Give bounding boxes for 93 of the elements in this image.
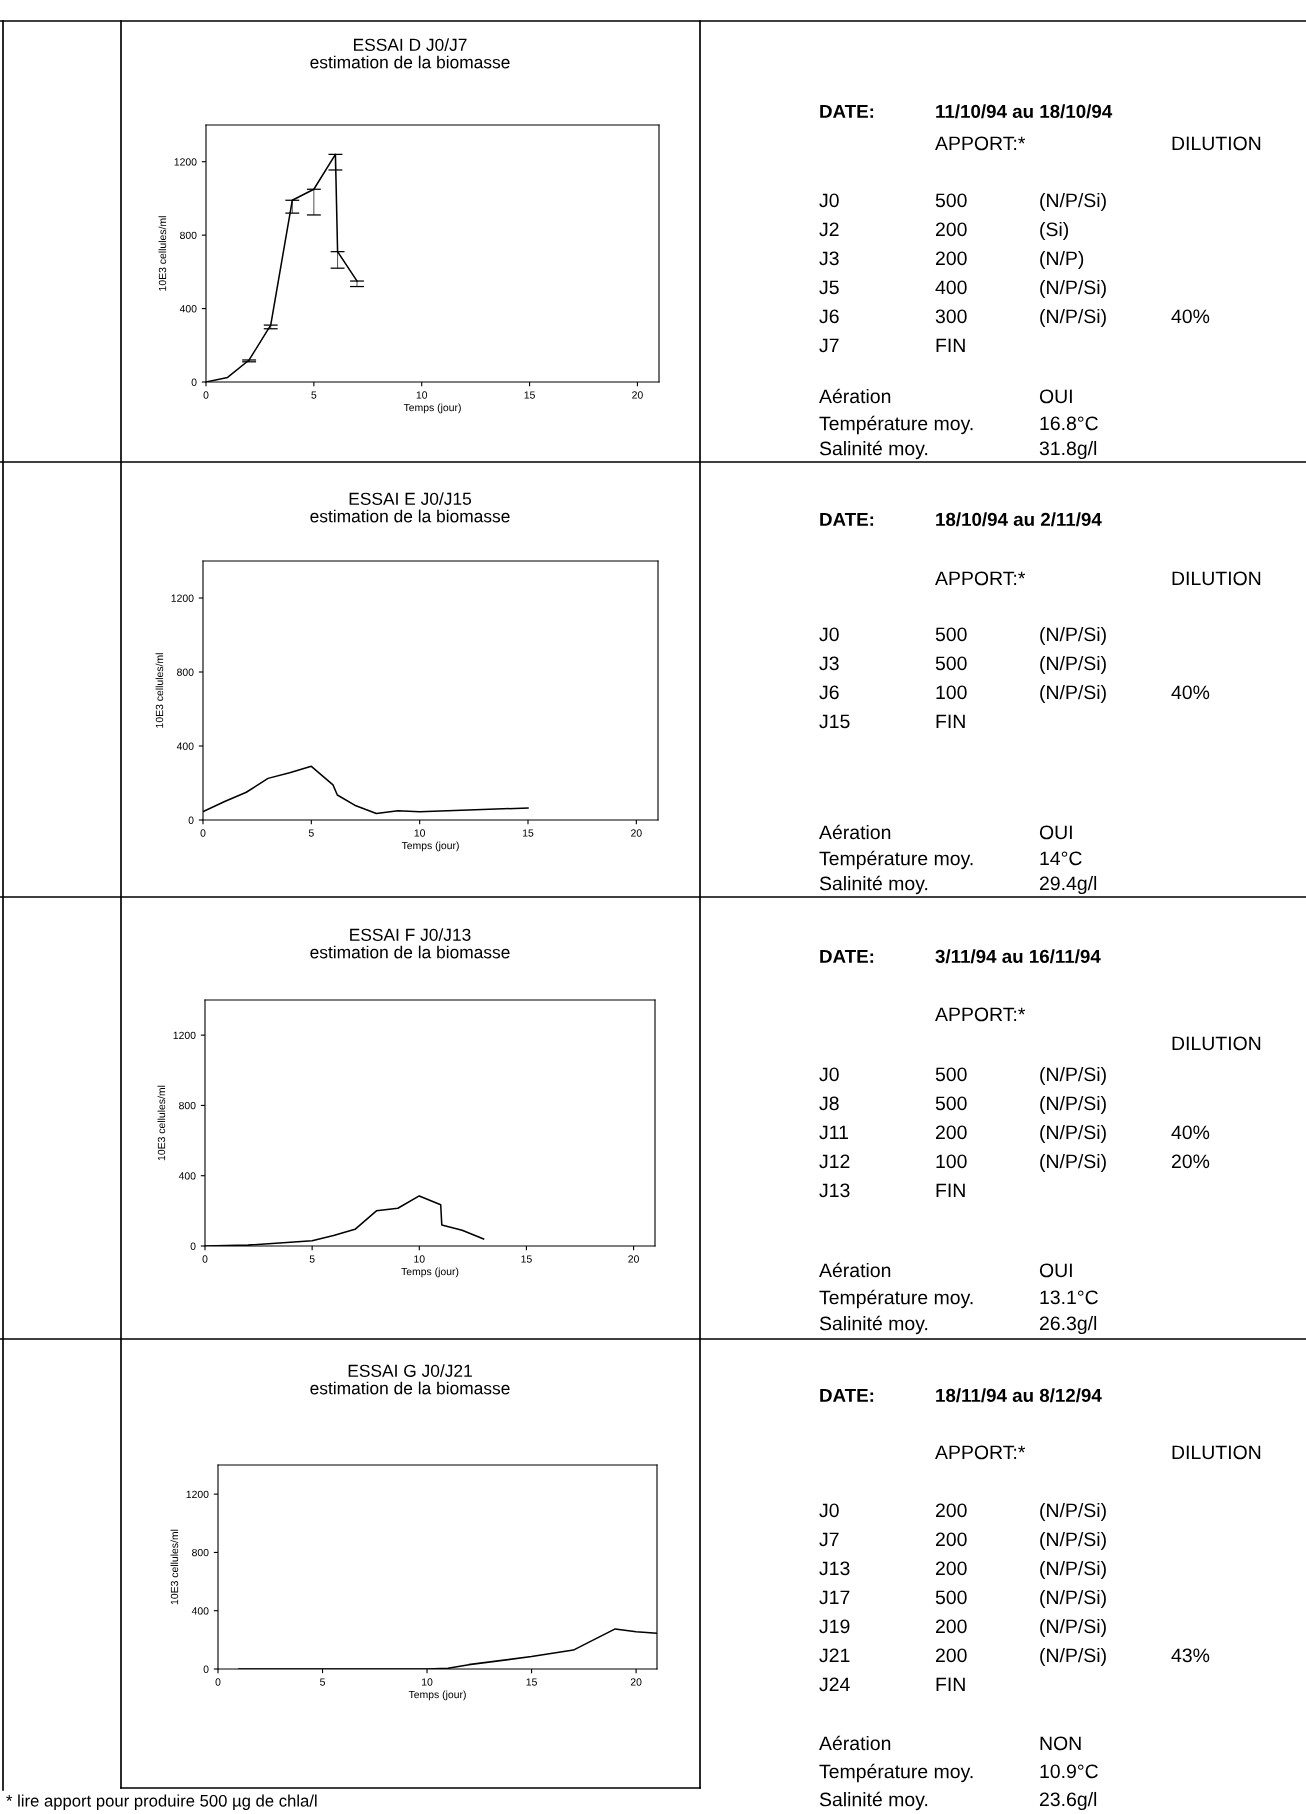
chart-title: ESSAI E J0/J15 estimation de la biomasse xyxy=(310,492,510,523)
y-tick-label: 0 xyxy=(188,816,194,824)
text: DATE: xyxy=(820,949,874,963)
text: J15 FIN xyxy=(819,714,965,729)
text: DATE: xyxy=(820,1388,874,1402)
text: Salinité moy. 26.3g/l xyxy=(819,1315,1097,1335)
text: Aération OUI xyxy=(819,388,1072,404)
x-tick-label: 0 xyxy=(215,1678,221,1686)
x-axis-title: Temps (jour) xyxy=(403,403,461,414)
text: Salinité moy. 23.6g/l xyxy=(819,1791,1097,1811)
y-tick-label: 400 xyxy=(176,742,194,750)
y-tick-label: 0 xyxy=(191,378,197,386)
text: APPORT:* xyxy=(935,1007,1026,1022)
x-axis-title: Temps (jour) xyxy=(401,841,459,852)
y-tick-label: 800 xyxy=(179,1101,196,1110)
x-tick-label: 15 xyxy=(521,1255,532,1263)
text: Salinité moy. 31.8g/l xyxy=(819,440,1097,460)
text: DATE: xyxy=(820,104,874,118)
x-axis-title: Temps (jour) xyxy=(401,1267,459,1278)
text: APPORT:* DILUTION xyxy=(935,136,1261,151)
x-tick-label: 10 xyxy=(414,829,426,837)
text: J24 FIN xyxy=(819,1677,965,1692)
x-tick-label: 20 xyxy=(628,1255,639,1263)
text: J2 200 (Si) xyxy=(819,221,1069,241)
text: DILUTION xyxy=(1172,1036,1261,1051)
text: 3/11/94 au 16/11/94 xyxy=(935,949,1101,964)
x-tick-label: 10 xyxy=(422,1678,433,1686)
text: Aération OUI xyxy=(819,1262,1072,1278)
text: J6 100 (N/P/Si) 40% xyxy=(819,684,1210,704)
text: J0 500 (N/P/Si) xyxy=(819,192,1106,212)
text: J3 200 (N/P) xyxy=(819,250,1084,270)
chart-title: ESSAI G J0/J21 estimation de la biomasse xyxy=(310,1364,510,1395)
x-tick-label: 5 xyxy=(320,1678,325,1686)
text: J0 200 (N/P/Si) xyxy=(819,1502,1106,1522)
text: J17 500 (N/P/Si) xyxy=(819,1589,1106,1609)
text: J7 FIN xyxy=(819,338,965,353)
text: J19 200 (N/P/Si) xyxy=(819,1618,1106,1638)
text: J13 FIN xyxy=(819,1183,965,1198)
text: DATE: xyxy=(820,512,874,526)
text: 11/10/94 au 18/10/94 xyxy=(936,104,1113,119)
y-tick-label: 400 xyxy=(191,1607,209,1615)
y-tick-label: 1200 xyxy=(171,594,194,602)
text: J0 500 (N/P/Si) xyxy=(819,626,1106,646)
x-tick-label: 15 xyxy=(526,1678,537,1686)
x-tick-label: 15 xyxy=(523,829,534,837)
text: 18/10/94 au 2/11/94 xyxy=(936,512,1102,527)
x-tick-label: 10 xyxy=(416,391,428,399)
text: Aération OUI xyxy=(819,824,1072,840)
x-axis-title: Temps (jour) xyxy=(408,1690,466,1701)
text: 18/11/94 au 8/12/94 xyxy=(936,1388,1102,1403)
text: J3 500 (N/P/Si) xyxy=(819,655,1106,675)
y-tick-label: 1200 xyxy=(174,158,197,166)
y-tick-label: 800 xyxy=(180,231,197,240)
text: Aération NON xyxy=(819,1735,1081,1751)
text: J11 200 (N/P/Si) 40% xyxy=(819,1124,1210,1144)
y-axis-title: 10E3 cellules/ml xyxy=(157,1085,166,1161)
y-axis-title: 10E3 cellules/ml xyxy=(155,653,164,728)
x-tick-label: 5 xyxy=(308,829,314,837)
x-tick-label: 15 xyxy=(524,391,535,399)
chart-title: ESSAI D J0/J7 estimation de la biomasse xyxy=(310,38,510,69)
text: J13 200 (N/P/Si) xyxy=(819,1560,1106,1580)
text: J8 500 (N/P/Si) xyxy=(819,1095,1106,1115)
text: Température moy. 10.9°C xyxy=(819,1763,1098,1783)
y-tick-label: 800 xyxy=(177,668,194,676)
text: Température moy. 14°C xyxy=(819,850,1082,870)
y-tick-label: 1200 xyxy=(173,1031,196,1040)
text: APPORT:* DILUTION xyxy=(935,571,1261,586)
text: APPORT:* DILUTION xyxy=(935,1445,1261,1460)
x-tick-label: 20 xyxy=(630,1678,642,1686)
text: Température moy. 16.8°C xyxy=(819,415,1098,435)
x-tick-label: 20 xyxy=(632,391,643,399)
text: J6 300 (N/P/Si) 40% xyxy=(819,308,1210,328)
y-tick-label: 1200 xyxy=(186,1490,209,1499)
x-tick-label: 5 xyxy=(311,391,317,399)
x-tick-label: 10 xyxy=(414,1255,425,1263)
text: J0 500 (N/P/Si) xyxy=(819,1066,1106,1086)
y-axis-title: 10E3 cellules/ml xyxy=(170,1529,179,1605)
text: Température moy. 13.1°C xyxy=(819,1289,1098,1309)
y-tick-label: 400 xyxy=(178,1172,196,1180)
text: * lire apport pour produire 500 µg de chla/l xyxy=(6,1794,317,1810)
chart-title: ESSAI F J0/J13 estimation de la biomasse xyxy=(310,928,510,959)
y-tick-label: 800 xyxy=(192,1548,209,1557)
text: J5 400 (N/P/Si) xyxy=(819,279,1106,299)
x-tick-label: 20 xyxy=(631,829,642,837)
y-tick-label: 0 xyxy=(190,1242,196,1250)
text: J7 200 (N/P/Si) xyxy=(819,1531,1106,1551)
y-tick-label: 0 xyxy=(203,1665,209,1673)
text: J12 100 (N/P/Si) 20% xyxy=(819,1153,1210,1173)
x-tick-label: 5 xyxy=(309,1255,315,1263)
y-axis-title: 10E3 cellules/ml xyxy=(158,216,167,291)
text: Salinité moy. 29.4g/l xyxy=(819,875,1097,895)
text: J21 200 (N/P/Si) 43% xyxy=(819,1647,1210,1667)
y-tick-label: 400 xyxy=(179,305,197,313)
